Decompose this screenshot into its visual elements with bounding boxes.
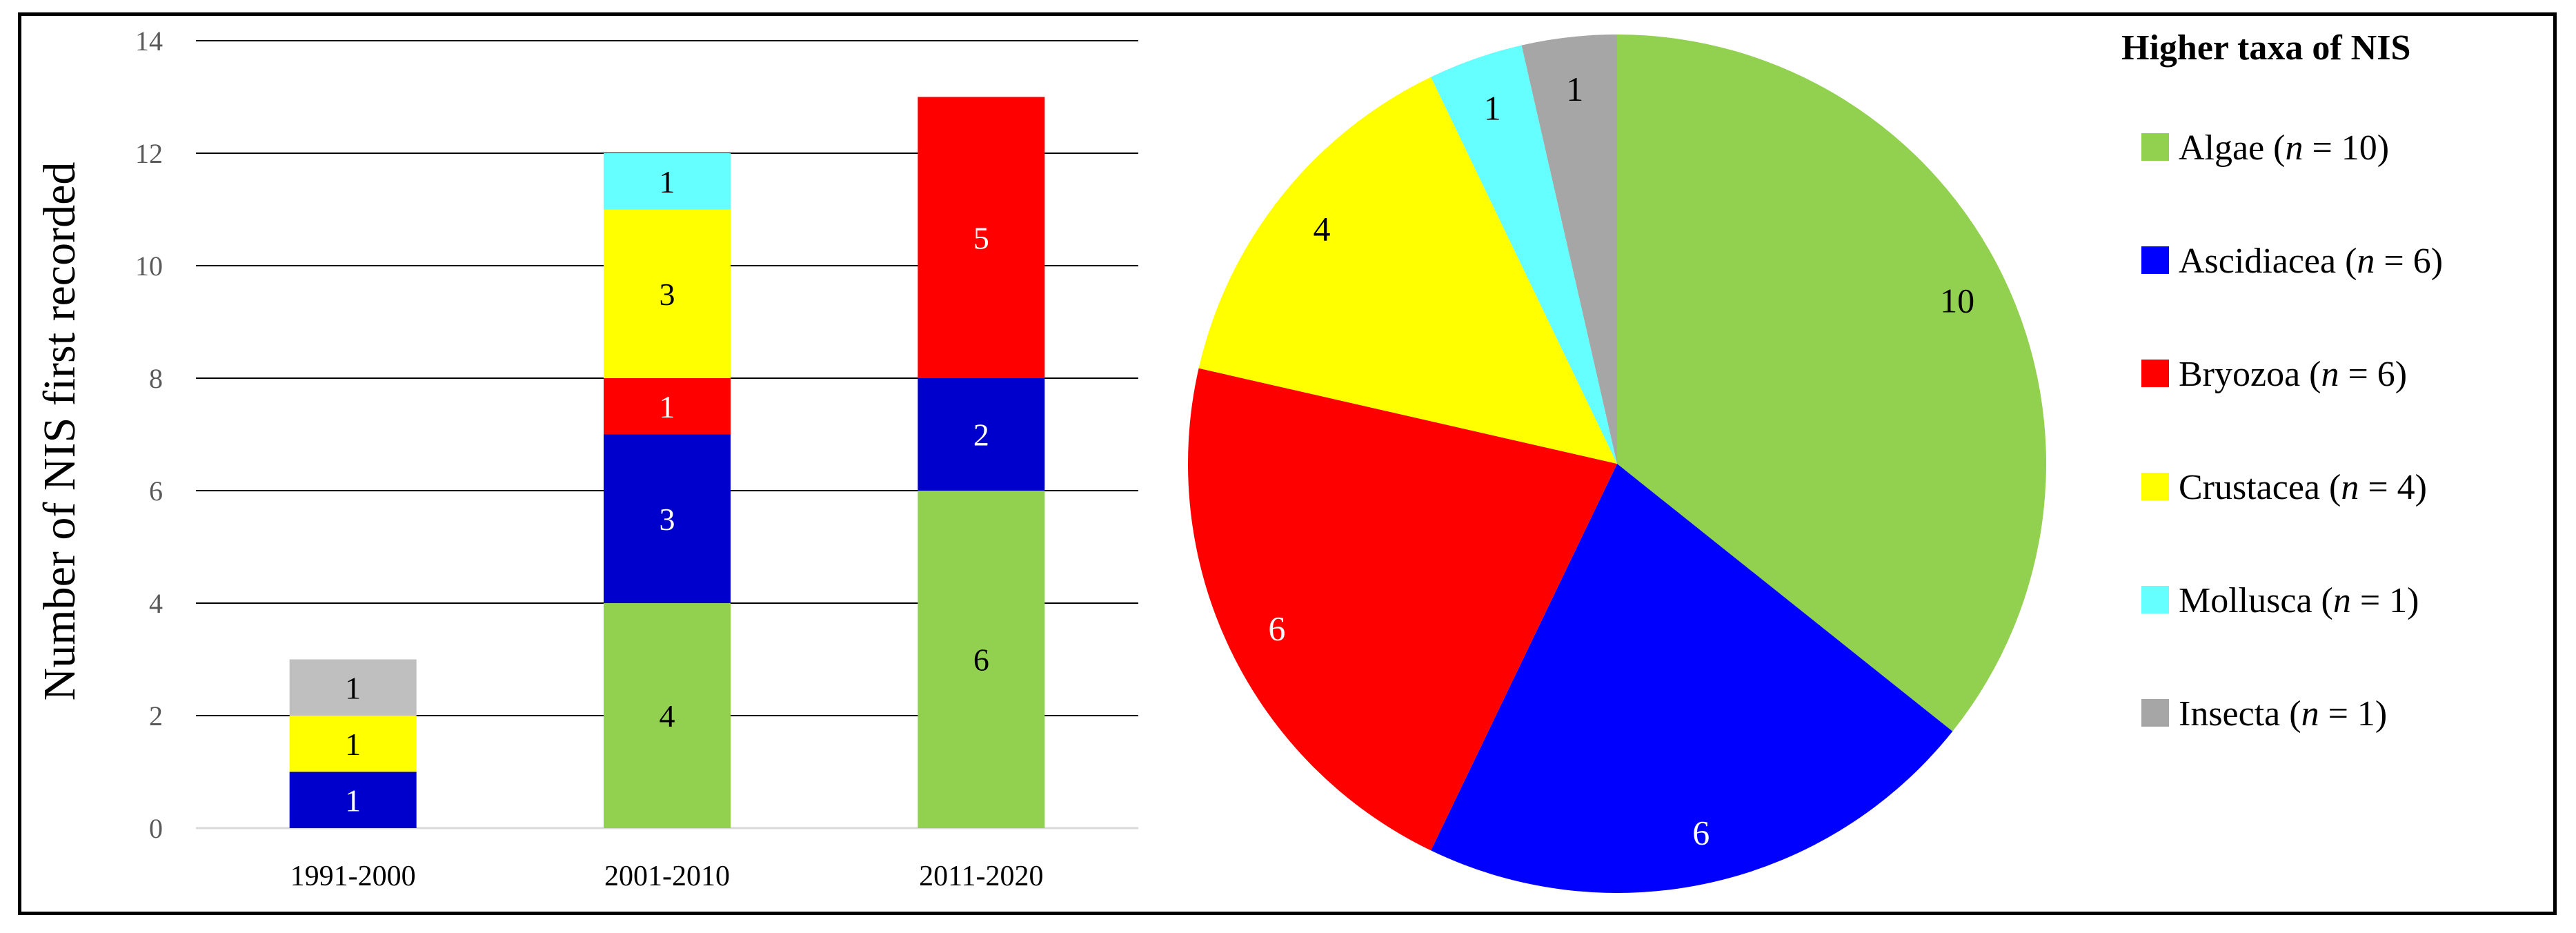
legend-item-label: Bryozoa (n = 6) [2179, 355, 2407, 394]
pie-slice [1617, 35, 2047, 731]
bars: 1 1 1 4 3 1 3 1 6 2 5 [289, 97, 1045, 828]
bar-data-label: 3 [660, 277, 675, 312]
pie-data-label: 1 [1566, 70, 1583, 108]
bar-data-label: 1 [660, 164, 675, 199]
bar-segment [604, 603, 731, 828]
pie-slice [1188, 368, 1617, 851]
legend-title: Higher taxa of NIS [2121, 28, 2410, 68]
bar-data-label: 1 [345, 783, 361, 818]
y-axis-ticks: 0 2 4 6 8 10 12 14 [135, 26, 163, 844]
legend-item-label: Ascidiacea (n = 6) [2179, 242, 2443, 281]
pie-chart: 10 6 6 4 1 1 [1188, 35, 2047, 893]
bar-segment [918, 97, 1045, 378]
pie-data-label: 4 [1314, 210, 1331, 248]
pie-data-label: 1 [1484, 88, 1501, 127]
bar-segment [604, 378, 731, 435]
bar-data-label: 6 [973, 642, 989, 678]
pie-slice [1431, 464, 1953, 893]
legend-item-label: Crustacea (n = 4) [2179, 468, 2427, 507]
bar-data-label: 5 [973, 220, 989, 255]
legend-swatch [2141, 360, 2169, 387]
pie-data-label: 6 [1692, 814, 1710, 852]
y-tick-label: 10 [135, 251, 163, 282]
bar-data-label: 3 [660, 502, 675, 537]
bar-data-label: 1 [345, 727, 361, 762]
bar-data-label: 1 [660, 389, 675, 424]
y-tick-label: 14 [135, 26, 163, 57]
y-tick-label: 2 [149, 700, 163, 731]
y-tick-label: 6 [149, 475, 163, 507]
bar-data-label: 1 [345, 670, 361, 705]
legend-item-label: Mollusca (n = 1) [2179, 581, 2419, 620]
legend-swatch [2141, 246, 2169, 274]
x-axis-categories: 1991-2000 2001-2010 2011-2020 [290, 861, 1044, 892]
pie-data-label: 6 [1268, 609, 1285, 647]
bar-segment [289, 772, 417, 828]
bar-segment [289, 716, 417, 772]
bar-segment [604, 434, 731, 603]
bar-segment [604, 153, 731, 210]
y-axis-label: Number of NIS first recorded [34, 162, 85, 701]
x-category-label: 1991-2000 [290, 861, 416, 892]
legend: Higher taxa of NIS Algae (n = 10) Ascidia… [2121, 28, 2443, 734]
y-tick-label: 4 [149, 588, 163, 619]
pie-slice [1431, 45, 1617, 464]
y-tick-label: 12 [135, 138, 163, 169]
legend-swatch [2141, 699, 2169, 727]
legend-item-label: Algae (n = 10) [2179, 128, 2389, 168]
legend-item-label: Insecta (n = 1) [2179, 694, 2387, 734]
bar-segment [604, 209, 731, 378]
x-category-label: 2011-2020 [919, 861, 1043, 892]
pie-data-label: 10 [1940, 282, 1974, 320]
y-tick-label: 0 [149, 813, 163, 844]
pie-slice [1198, 77, 1617, 464]
bar-segment [289, 659, 417, 716]
pie-slice [1521, 35, 1617, 464]
legend-swatch [2141, 133, 2169, 161]
bar-segment [918, 378, 1045, 491]
legend-swatch [2141, 473, 2169, 500]
legend-swatch [2141, 586, 2169, 613]
legend-items: Algae (n = 10) Ascidiacea (n = 6) Bryozoa … [2141, 128, 2443, 734]
bar-segment [918, 491, 1045, 828]
y-tick-label: 8 [149, 363, 163, 394]
bar-data-label: 2 [973, 418, 989, 453]
bar-data-label: 4 [660, 698, 675, 734]
x-category-label: 2001-2010 [604, 861, 730, 892]
